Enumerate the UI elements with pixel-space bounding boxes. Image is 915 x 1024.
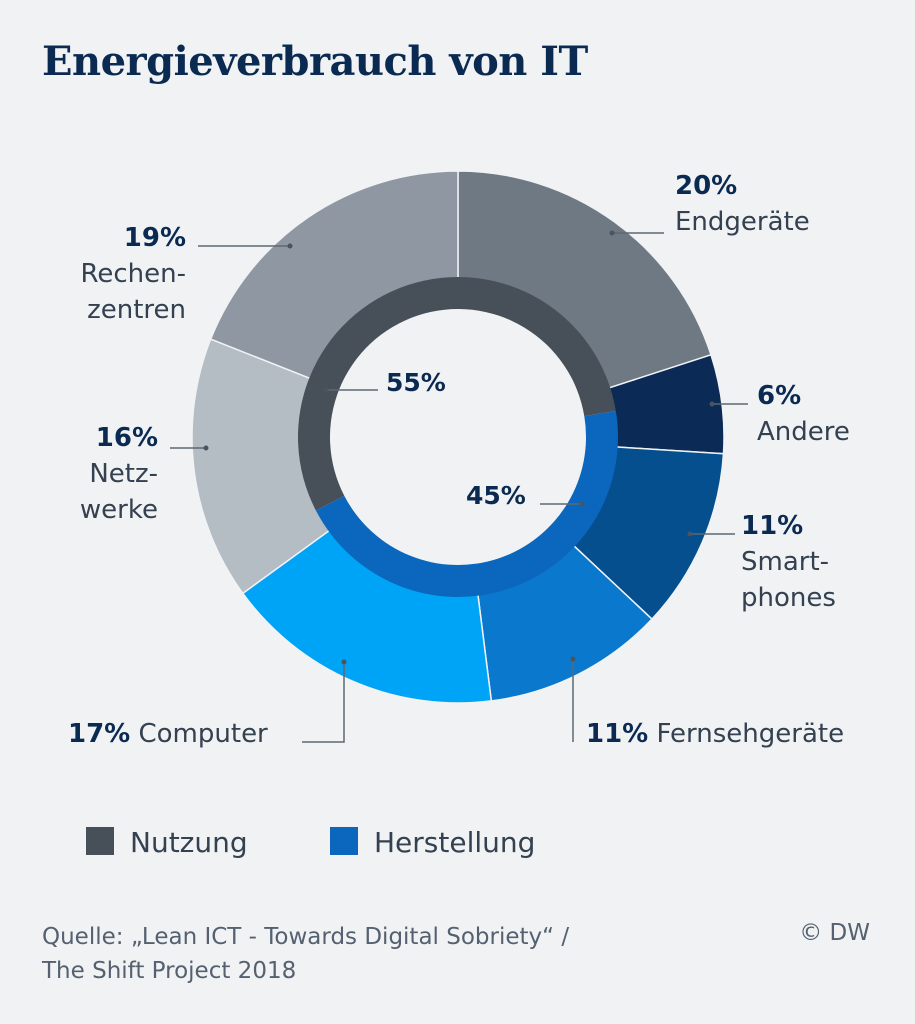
chart-title: Energieverbrauch von IT [42, 38, 588, 85]
dot-nutzung [323, 387, 329, 393]
legend-swatch-herstellung [330, 827, 358, 855]
dot-herstellung [579, 501, 585, 507]
legend-item-nutzung: Nutzung [86, 826, 248, 859]
slice-nutzung [298, 276, 616, 511]
slice-herstellung [315, 410, 618, 597]
label-computer: 17% Computer [68, 719, 268, 749]
dot-computer [341, 659, 347, 665]
dot-smartphones [687, 531, 693, 537]
dot-andere [709, 401, 715, 407]
leader-computer [302, 662, 345, 743]
label-nutzung-pct: 55% [386, 368, 446, 397]
label-netzwerke: 16% Netz- werke [79, 423, 158, 525]
dot-netzwerke [203, 445, 209, 451]
dot-rechenzentren [287, 243, 293, 249]
legend-swatch-nutzung [86, 827, 114, 855]
label-rechenzentren: 19% Rechen- zentren [80, 223, 186, 325]
dot-endgeraete [609, 230, 615, 236]
legend-item-herstellung: Herstellung [330, 826, 535, 859]
label-endgeraete: 20% Endgeräte [675, 171, 810, 237]
label-andere: 6% Andere [757, 381, 850, 447]
label-fernseh: 11% Fernsehgeräte [586, 719, 845, 749]
dot-fernseh [570, 656, 576, 662]
credit: © DW [799, 920, 870, 946]
label-smartphones: 11% Smart- phones [741, 511, 836, 613]
source-note: Quelle: „Lean ICT - Towards Digital Sobr… [42, 924, 570, 984]
label-herstellung-pct: 45% [466, 481, 526, 510]
